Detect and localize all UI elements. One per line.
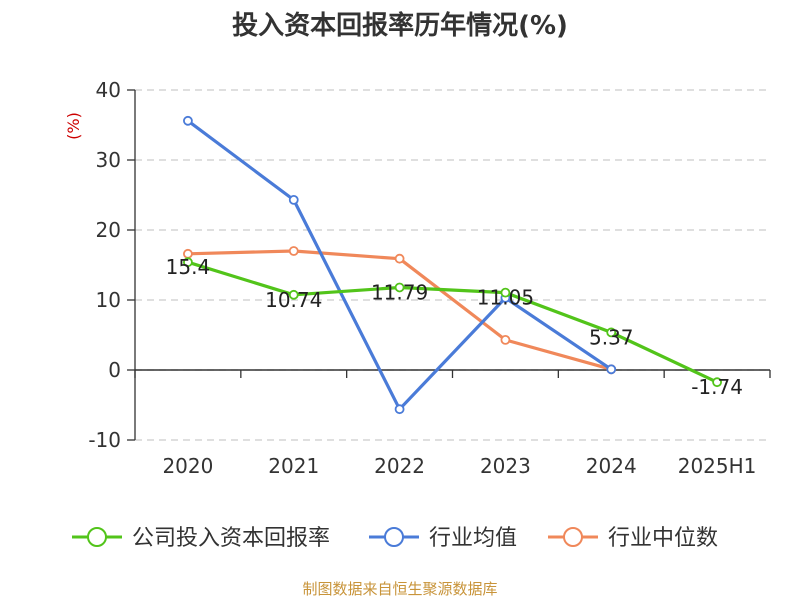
data-point bbox=[288, 246, 299, 256]
data-label: 15.4 bbox=[166, 255, 211, 279]
y-tick-label: 20 bbox=[96, 218, 121, 242]
data-point bbox=[183, 257, 193, 268]
data-label: 5.37 bbox=[589, 325, 634, 349]
chart-title: 投入资本回报率历年情况(%) bbox=[232, 10, 568, 41]
data-point bbox=[394, 404, 405, 415]
data-label: 11.05 bbox=[477, 286, 534, 310]
legend-label: 行业均值 bbox=[429, 526, 517, 551]
source-note: 制图数据来自恒生聚源数据库 bbox=[302, 580, 497, 598]
y-tick-label: 40 bbox=[96, 78, 121, 102]
legend-item: 公司投入资本回报率 bbox=[72, 526, 330, 551]
data-labels: 15.4 10.74 11.79 11.05 5.37 -1.74 bbox=[166, 255, 743, 399]
data-point bbox=[606, 327, 617, 338]
series-line bbox=[186, 260, 719, 384]
legend-marker bbox=[563, 527, 583, 547]
x-tick-label: 2022 bbox=[374, 454, 425, 478]
data-point bbox=[606, 364, 617, 375]
x-tick-label: 2023 bbox=[480, 454, 531, 478]
axes: 40 30 20 10 0 -10 2020 2021 2022 2023 2024 2025H1 bbox=[88, 78, 771, 478]
y-tick-label: -10 bbox=[88, 428, 121, 452]
data-point bbox=[288, 194, 299, 205]
legend-item: 行业中位数 bbox=[548, 526, 718, 551]
grid-lines bbox=[135, 89, 770, 441]
data-point bbox=[183, 115, 193, 126]
y-tick-label: 10 bbox=[96, 288, 121, 312]
x-tick-label: 2020 bbox=[162, 454, 213, 478]
series-line bbox=[186, 119, 613, 411]
y-axis-unit-label: (%) bbox=[64, 112, 83, 140]
series-1 bbox=[183, 115, 617, 415]
series-0 bbox=[183, 257, 722, 388]
data-point bbox=[288, 289, 299, 300]
x-tick-label: 2021 bbox=[268, 454, 319, 478]
data-point bbox=[394, 282, 405, 293]
series-lines bbox=[183, 115, 722, 415]
data-label: 10.74 bbox=[265, 288, 322, 312]
legend-marker bbox=[384, 527, 404, 547]
x-tick-label: 2025H1 bbox=[678, 454, 757, 478]
data-label: -1.74 bbox=[691, 375, 743, 399]
x-tick-label: 2024 bbox=[586, 454, 637, 478]
data-point bbox=[712, 377, 722, 388]
legend-label: 行业中位数 bbox=[608, 526, 718, 551]
data-point bbox=[500, 334, 511, 345]
data-label: 11.79 bbox=[371, 280, 428, 304]
legend-label: 公司投入资本回报率 bbox=[132, 526, 330, 551]
y-tick-label: 30 bbox=[96, 148, 121, 172]
legend: 公司投入资本回报率 行业均值 行业中位数 bbox=[72, 526, 718, 551]
legend-item: 行业均值 bbox=[369, 526, 517, 551]
y-tick-label: 0 bbox=[108, 358, 121, 382]
legend-marker bbox=[87, 527, 107, 547]
data-point bbox=[394, 253, 405, 264]
data-point bbox=[500, 287, 511, 298]
